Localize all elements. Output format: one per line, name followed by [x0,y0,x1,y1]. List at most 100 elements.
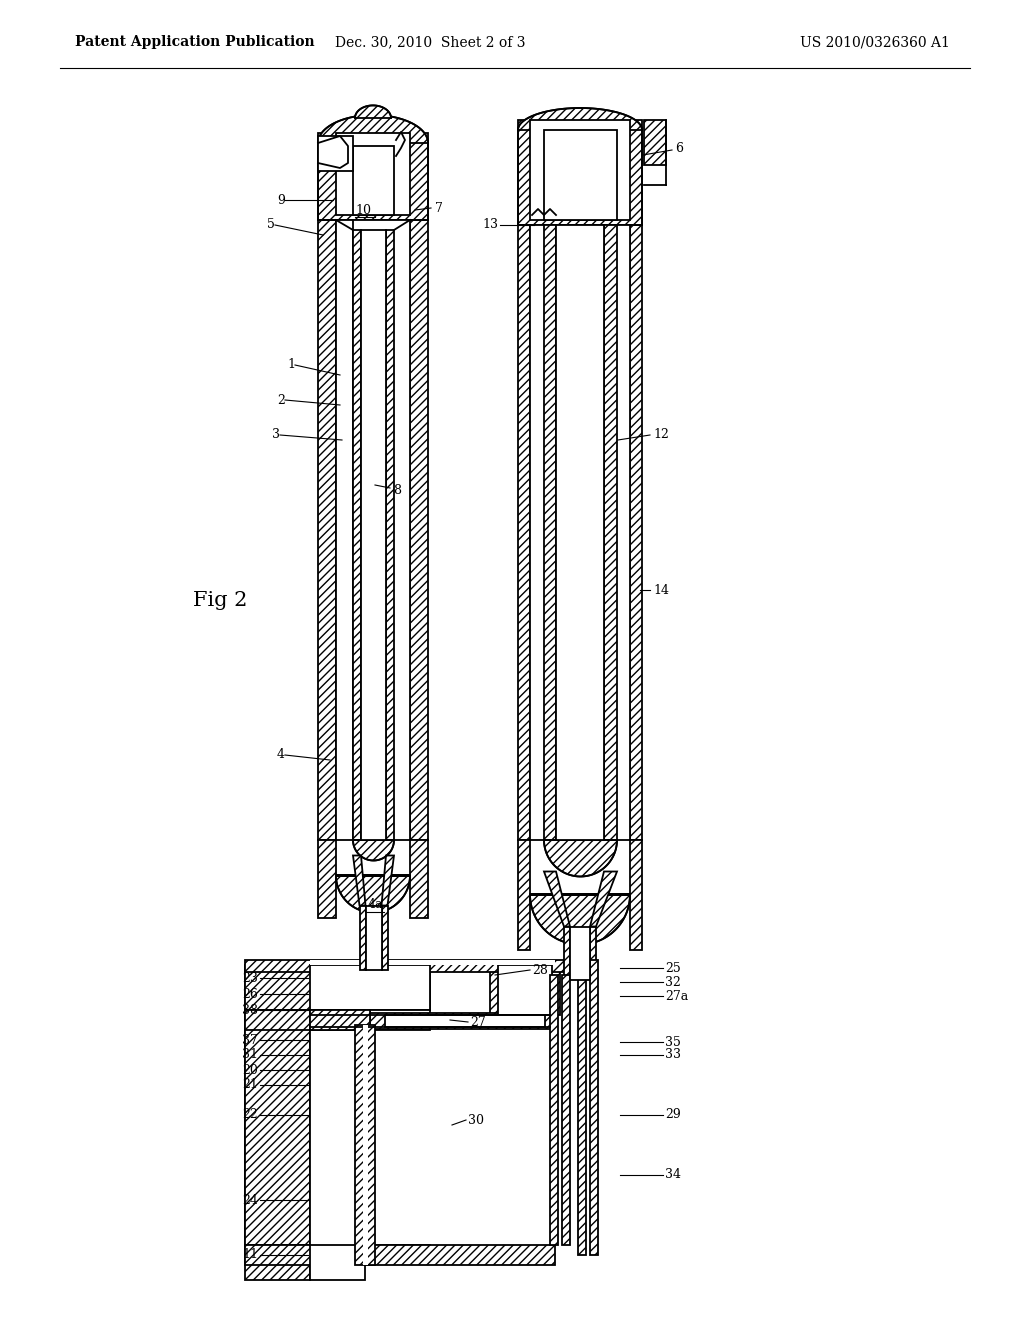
Text: 34: 34 [665,1168,681,1181]
Bar [518,120,642,224]
Text: 3: 3 [272,429,280,441]
Text: 25: 25 [665,961,681,974]
Bar [562,975,570,1245]
Polygon shape [590,871,617,927]
Text: 27: 27 [470,1015,485,1028]
Text: 13: 13 [482,219,498,231]
Bar [362,1026,368,1265]
Text: 26: 26 [242,987,258,1001]
Bar [410,220,428,840]
Bar [410,840,428,917]
Bar [245,965,430,1010]
Bar [310,960,555,965]
Text: 27a: 27a [665,990,688,1002]
Bar [630,224,642,840]
Text: 31: 31 [242,1048,258,1061]
Text: 29: 29 [665,1109,681,1122]
Bar [318,133,428,220]
Text: 38: 38 [242,1003,258,1016]
Text: 12: 12 [653,429,669,441]
Text: 9: 9 [278,194,285,206]
Bar [359,906,366,970]
Bar [530,224,630,840]
Text: 4: 4 [278,748,285,762]
Bar [355,1026,375,1265]
Polygon shape [530,895,630,945]
Bar [310,1010,365,1280]
Text: 30: 30 [468,1114,484,1126]
Bar [544,224,556,840]
Bar [490,965,560,1015]
Bar [361,230,386,840]
Bar [590,960,598,1255]
Bar [370,1012,555,1030]
Bar [318,840,336,917]
Polygon shape [544,871,570,927]
Bar [644,120,666,165]
Bar [518,840,530,949]
Polygon shape [353,840,394,861]
Text: Patent Application Publication: Patent Application Publication [75,36,314,49]
Polygon shape [353,855,366,906]
Text: 10: 10 [355,203,371,216]
Polygon shape [355,106,391,117]
Bar [544,129,617,220]
Bar [370,1010,430,1030]
Bar [245,1245,555,1265]
Bar [630,840,642,949]
Text: 22: 22 [243,1109,258,1122]
Text: 21: 21 [242,1078,258,1092]
Bar [353,230,361,840]
Bar [386,230,394,840]
Text: 11: 11 [242,1249,258,1262]
Text: 14: 14 [653,583,669,597]
Text: 5: 5 [267,219,275,231]
Text: 2: 2 [278,393,285,407]
Text: 32: 32 [665,975,681,989]
Bar [604,224,617,840]
Text: 23: 23 [242,972,258,985]
Text: 7: 7 [435,202,442,214]
Polygon shape [318,115,428,143]
Bar [310,965,430,1010]
Bar [590,927,596,979]
Bar [382,906,387,970]
Text: 4a: 4a [368,899,383,912]
Bar [310,1030,365,1245]
Bar [336,133,410,215]
Bar [245,1010,310,1280]
Bar [245,1245,430,1263]
Bar [556,224,604,840]
Bar [550,975,558,1245]
Text: US 2010/0326360 A1: US 2010/0326360 A1 [800,36,950,49]
Bar [353,147,394,215]
Bar [310,1010,370,1030]
Bar [366,906,382,970]
Bar [518,224,530,840]
Polygon shape [544,840,617,876]
Bar [336,220,410,840]
Text: 8: 8 [393,483,401,496]
Bar [570,927,590,979]
Text: 1: 1 [287,359,295,371]
Bar [245,1030,310,1245]
Polygon shape [336,875,410,912]
Bar [318,136,353,172]
Text: 24: 24 [242,1193,258,1206]
Bar [564,927,570,979]
Text: 20: 20 [242,1064,258,1077]
Bar [530,120,630,220]
Bar [318,220,336,840]
Polygon shape [518,108,642,129]
Text: Fig 2: Fig 2 [193,590,248,610]
Bar [498,965,552,1015]
Text: 28: 28 [532,964,548,977]
Bar [245,960,565,972]
Bar [245,965,310,1245]
Text: 35: 35 [665,1035,681,1048]
Bar [385,1015,545,1027]
Text: 37: 37 [242,1034,258,1047]
Text: 6: 6 [675,141,683,154]
Polygon shape [382,855,394,906]
Text: 33: 33 [665,1048,681,1061]
